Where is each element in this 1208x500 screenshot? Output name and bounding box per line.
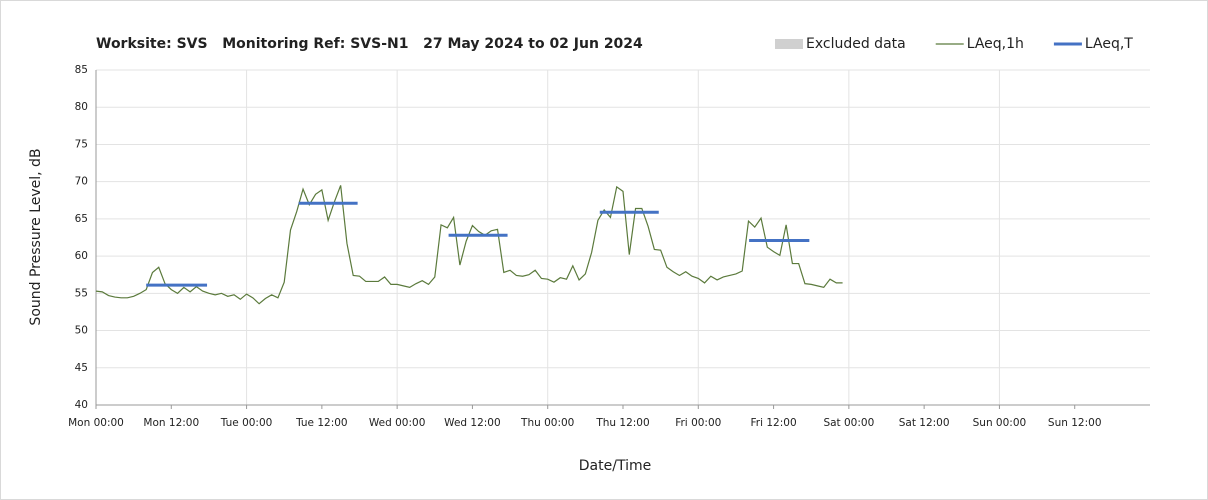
y-tick-label: 45: [75, 362, 88, 374]
legend-label: Excluded data: [806, 36, 906, 52]
chart-title: Worksite: SVS Monitoring Ref: SVS-N1 27 …: [96, 36, 643, 52]
x-tick-label: Sat 12:00: [899, 417, 950, 429]
x-tick-label: Mon 00:00: [68, 417, 124, 429]
y-tick-label: 70: [75, 176, 88, 188]
x-tick-label: Sun 12:00: [1048, 417, 1102, 429]
x-tick-label: Tue 00:00: [220, 417, 273, 429]
y-tick-label: 80: [75, 101, 88, 113]
y-tick-label: 65: [75, 213, 88, 225]
y-tick-label: 85: [75, 64, 88, 76]
y-tick-label: 55: [75, 287, 88, 299]
data-line: [95, 185, 843, 305]
x-tick-label: Fri 12:00: [751, 417, 797, 429]
x-tick-label: Wed 00:00: [369, 417, 426, 429]
x-tick-label: Thu 00:00: [520, 417, 574, 429]
legend-label: LAeq,T: [1085, 36, 1133, 52]
legend-swatch: [775, 39, 803, 49]
x-tick-label: Sat 00:00: [823, 417, 874, 429]
x-tick-label: Sun 00:00: [973, 417, 1027, 429]
y-tick-label: 75: [75, 138, 88, 150]
x-tick-label: Fri 00:00: [675, 417, 721, 429]
y-tick-label: 40: [75, 399, 88, 411]
x-axis-label: Date/Time: [579, 458, 651, 474]
x-tick-label: Tue 12:00: [295, 417, 348, 429]
y-tick-label: 60: [75, 250, 88, 262]
y-axis-label: Sound Pressure Level, dB: [28, 148, 44, 325]
y-tick-label: 50: [75, 325, 88, 337]
x-tick-label: Wed 12:00: [444, 417, 501, 429]
x-tick-label: Thu 12:00: [595, 417, 649, 429]
x-tick-label: Mon 12:00: [143, 417, 199, 429]
legend-label: LAeq,1h: [967, 36, 1024, 52]
